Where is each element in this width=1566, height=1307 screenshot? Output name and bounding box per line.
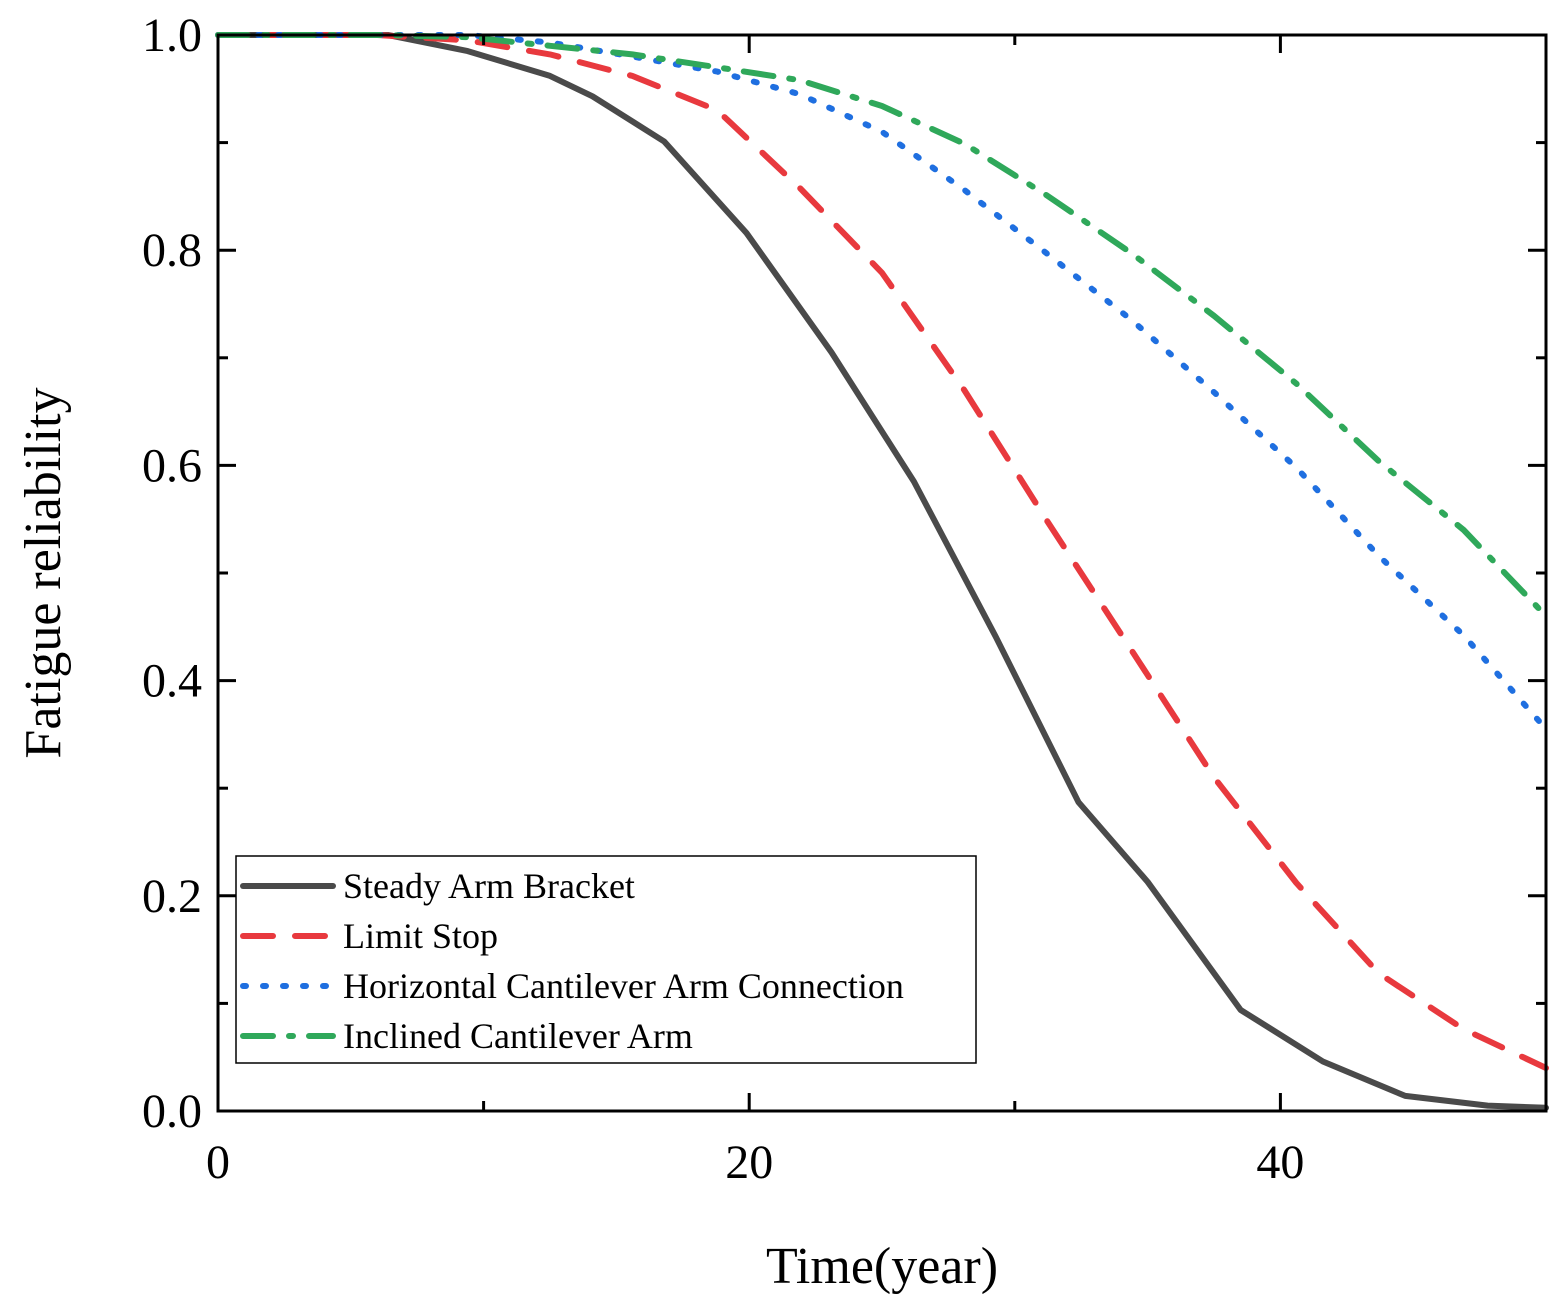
y-tick-label: 0.8	[142, 224, 202, 277]
y-tick-label: 0.0	[142, 1085, 202, 1138]
x-axis-title: Time(year)	[766, 1238, 998, 1295]
x-tick-label: 20	[725, 1136, 773, 1189]
y-tick-label: 0.6	[142, 439, 202, 492]
legend-box	[235, 855, 977, 1064]
series-line-3	[215, 32, 1549, 732]
y-axis-title: Fatigue reliability	[15, 387, 72, 758]
series-line-1	[215, 32, 1549, 1111]
x-tick-label: 40	[1256, 1136, 1304, 1189]
legend: Steady Arm Bracket Limit Stop Horizontal C…	[235, 855, 977, 1064]
legend-label-4: Inclined Cantilever Arm	[343, 1016, 693, 1056]
tick-labels: 0 20 40 0.0 0.2 0.4 0.6 0.8 1.0	[142, 9, 1304, 1189]
legend-label-2: Limit Stop	[343, 916, 498, 956]
legend-label-3: Horizontal Cantilever Arm Connection	[343, 966, 904, 1006]
x-tick-label: 0	[206, 1136, 230, 1189]
series-line-2	[215, 32, 1549, 1071]
legend-label-1: Steady Arm Bracket	[343, 866, 635, 906]
y-tick-label: 0.2	[142, 870, 202, 923]
legend-items: Steady Arm Bracket Limit Stop Horizontal C…	[240, 866, 904, 1056]
axis-ticks	[216, 33, 1548, 1113]
series-line-4	[215, 32, 1549, 619]
y-tick-label: 0.4	[142, 655, 202, 708]
plot-lines	[215, 32, 1549, 1111]
y-tick-label: 1.0	[142, 9, 202, 62]
